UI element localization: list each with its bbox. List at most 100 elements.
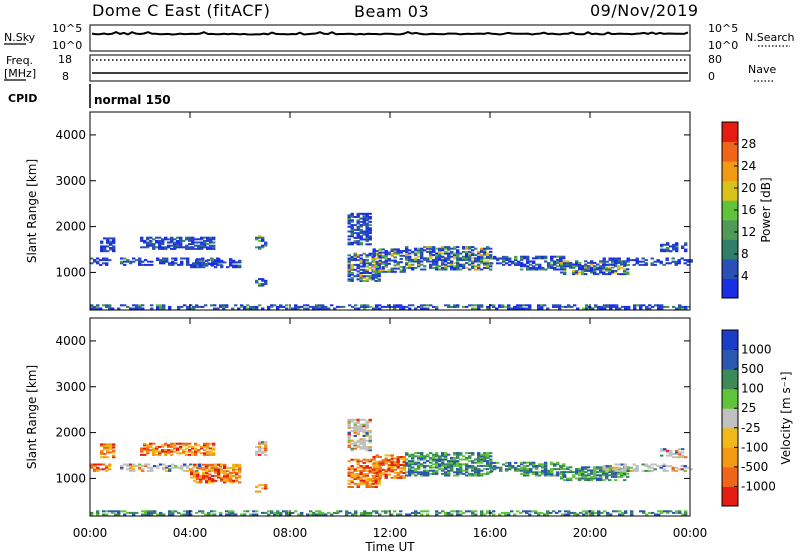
heatmap-cell	[657, 305, 661, 308]
velocity-cbar-segment	[722, 369, 738, 390]
heatmap-cell	[526, 469, 530, 472]
heatmap-cell	[294, 305, 298, 308]
heatmap-cell	[165, 466, 169, 469]
heatmap-cell	[371, 486, 375, 488]
heatmap-cell	[183, 513, 187, 516]
heatmap-cell	[153, 510, 157, 513]
heatmap-cell	[420, 510, 424, 513]
heatmap-cell	[214, 263, 218, 265]
heatmap-cell	[375, 269, 379, 272]
heatmap-cell	[543, 513, 547, 516]
heatmap-cell	[186, 469, 190, 472]
heatmap-cell	[402, 476, 406, 479]
heatmap-cell	[438, 258, 442, 261]
heatmap-cell	[362, 233, 366, 236]
heatmap-cell	[671, 260, 675, 263]
heatmap-cell	[300, 305, 304, 308]
heatmap-cell	[532, 268, 536, 271]
heatmap-cell	[226, 476, 230, 479]
heatmap-cell	[264, 487, 268, 490]
heatmap-cell	[378, 270, 382, 273]
heatmap-cell	[96, 469, 100, 472]
heatmap-cell	[356, 233, 360, 236]
heatmap-cell	[183, 463, 187, 466]
heatmap-cell	[426, 472, 430, 475]
heatmap-cell	[191, 447, 195, 450]
heatmap-cell	[112, 446, 116, 449]
heatmap-cell	[102, 468, 106, 471]
heatmap-cell	[456, 255, 460, 258]
heatmap-cell	[140, 238, 144, 241]
heatmap-cell	[196, 266, 200, 269]
heatmap-cell	[365, 466, 369, 469]
heatmap-cell	[405, 513, 409, 516]
heatmap-cell	[374, 466, 378, 469]
heatmap-cell	[623, 269, 627, 272]
heatmap-cell	[106, 242, 110, 245]
heatmap-cell	[578, 467, 582, 470]
velocity-cbar-tick-label: -25	[741, 421, 761, 435]
heatmap-cell	[599, 477, 603, 480]
heatmap-cell	[608, 268, 612, 271]
heatmap-cell	[206, 246, 210, 249]
heatmap-cell	[180, 468, 184, 471]
heatmap-cell	[359, 232, 363, 235]
heatmap-cell	[165, 260, 169, 263]
heatmap-cell	[569, 471, 573, 474]
heatmap-cell	[144, 510, 148, 513]
heatmap-cell	[402, 465, 406, 468]
heatmap-cell	[171, 260, 175, 263]
heatmap-cell	[678, 448, 682, 451]
heatmap-cell	[232, 259, 236, 262]
heatmap-cell	[365, 275, 369, 278]
heatmap-cell	[456, 265, 460, 268]
heatmap-cell	[486, 455, 490, 458]
heatmap-cell	[197, 244, 201, 247]
heatmap-cell	[498, 513, 502, 516]
heatmap-cell	[447, 304, 451, 307]
heatmap-cell	[483, 263, 487, 266]
heatmap-cell	[108, 463, 112, 466]
heatmap-cell	[146, 244, 150, 247]
heatmap-cell	[623, 268, 627, 271]
heatmap-cell	[186, 259, 190, 262]
heatmap-cell	[683, 259, 687, 262]
heatmap-cell	[602, 474, 606, 477]
heatmap-cell	[384, 270, 388, 273]
heatmap-cell	[196, 478, 200, 481]
heatmap-cell	[399, 251, 403, 254]
heatmap-cell	[223, 261, 227, 264]
heatmap-cell	[396, 462, 400, 465]
heatmap-cell	[96, 304, 100, 307]
heatmap-cell	[359, 268, 363, 271]
heatmap-cell	[681, 245, 685, 248]
heatmap-cell	[585, 307, 589, 310]
heatmap-cell	[347, 238, 351, 241]
noise-frame	[89, 24, 691, 52]
heatmap-cell	[387, 459, 391, 462]
heatmap-cell	[544, 471, 548, 474]
heatmap-cell	[365, 214, 369, 217]
heatmap-cell	[483, 266, 487, 269]
heatmap-cell	[408, 265, 412, 268]
heatmap-cell	[155, 450, 159, 453]
heatmap-cell	[626, 466, 630, 469]
heatmap-cell	[578, 477, 582, 480]
cpid-label: CPID	[8, 92, 37, 105]
heatmap-cell	[639, 305, 643, 308]
heatmap-cell	[486, 266, 490, 269]
heatmap-cell	[378, 251, 382, 254]
heatmap-cell	[206, 236, 210, 239]
heatmap-cell	[347, 466, 351, 469]
heatmap-cell	[627, 305, 631, 308]
heatmap-cell	[146, 450, 150, 453]
heatmap-cell	[581, 477, 585, 480]
heatmap-cell	[347, 273, 351, 276]
velocity-cbar-segment	[722, 408, 738, 429]
heatmap-cell	[423, 258, 427, 261]
heatmap-cell	[508, 257, 512, 260]
heatmap-cell	[429, 260, 433, 263]
heatmap-cell	[267, 513, 271, 516]
heatmap-cell	[152, 238, 156, 241]
heatmap-cell	[408, 453, 412, 456]
